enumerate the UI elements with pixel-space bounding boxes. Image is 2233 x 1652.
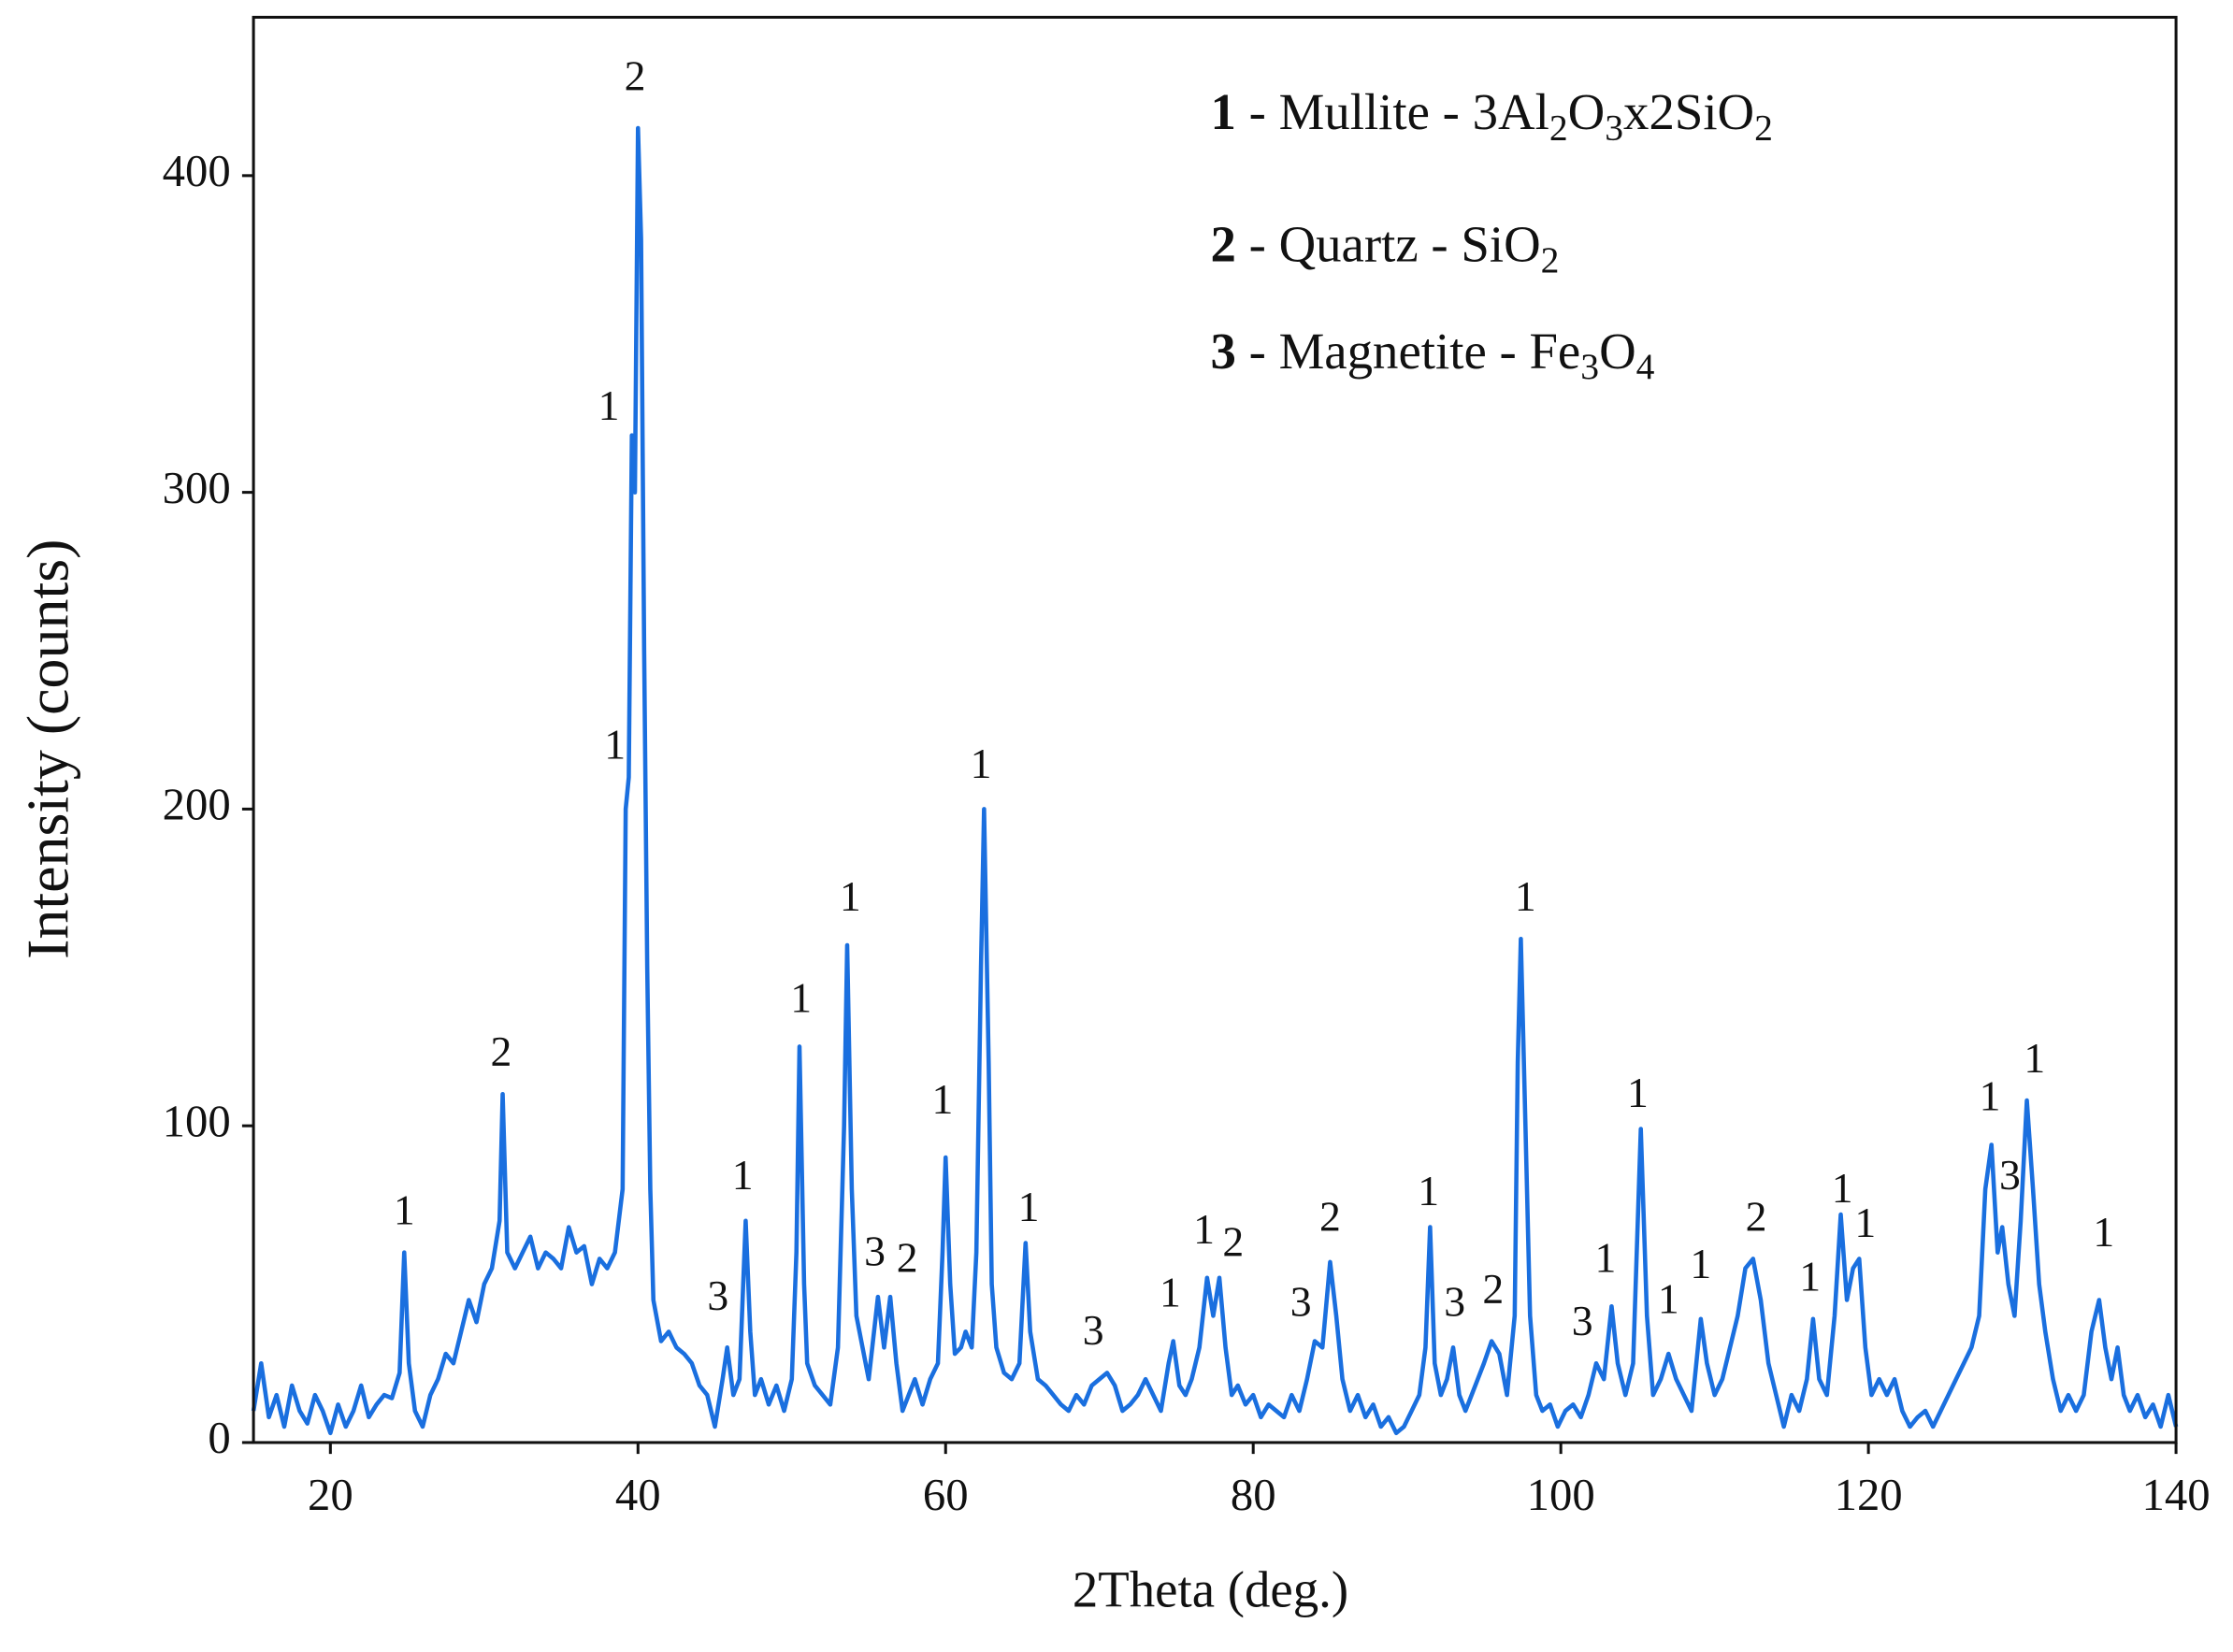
peak-label: 1 — [732, 1151, 754, 1199]
legend-formula-subscript: 2 — [1541, 239, 1560, 280]
peak-label: 1 — [1854, 1199, 1876, 1246]
peak-label: 1 — [2024, 1034, 2045, 1082]
peak-label: 1 — [604, 721, 626, 769]
peak-label: 1 — [971, 740, 992, 787]
peak-label: 1 — [1594, 1233, 1616, 1281]
peak-label: 2 — [625, 52, 646, 100]
legend-formula: SiO — [1461, 215, 1540, 272]
peak-label: 1 — [1193, 1205, 1215, 1253]
x-axis-label: 2Theta (deg.) — [1073, 1560, 1348, 1617]
peak-label: 1 — [598, 381, 620, 429]
peak-label: 1 — [1515, 872, 1536, 920]
peak-label: 1 — [1018, 1183, 1040, 1230]
legend-formula: x2SiO — [1623, 83, 1754, 140]
y-tick-label: 0 — [208, 1413, 230, 1463]
y-tick-label: 200 — [163, 780, 231, 830]
peak-label: 3 — [1083, 1306, 1104, 1354]
peak-label: 1 — [1418, 1167, 1439, 1214]
plot-frame — [252, 15, 2178, 1444]
peak-label: 2 — [1482, 1265, 1504, 1313]
peak-label: 3 — [707, 1271, 728, 1319]
peak-label: 3 — [1999, 1151, 2021, 1199]
peak-label: 1 — [932, 1075, 954, 1123]
peak-label: 2 — [1746, 1192, 1767, 1240]
peak-label: 2 — [1222, 1217, 1244, 1265]
legend-text: - Magnetite - — [1236, 323, 1530, 380]
x-tick-label: 80 — [1231, 1470, 1276, 1520]
peak-label: 1 — [1980, 1072, 2001, 1120]
x-tick-label: 100 — [1527, 1470, 1595, 1520]
legend-key: 2 — [1211, 215, 1236, 272]
peak-label: 3 — [864, 1228, 886, 1275]
y-axis-label: Intensity (counts) — [15, 539, 81, 959]
peak-label: 1 — [1658, 1274, 1679, 1322]
peak-label: 3 — [1572, 1297, 1593, 1344]
peak-label: 1 — [394, 1186, 415, 1234]
legend-entry: 2 - Quartz - SiO2 — [1211, 215, 1560, 280]
legend-formula: O — [1599, 323, 1636, 380]
peak-label: 1 — [790, 974, 812, 1022]
legend-key: 3 — [1211, 323, 1236, 380]
x-tick-label: 120 — [1835, 1470, 1903, 1520]
legend-formula-subscript: 2 — [1549, 107, 1568, 148]
legend-formula: 3Al — [1473, 83, 1549, 140]
peak-label: 1 — [1832, 1164, 1853, 1212]
x-tick-label: 20 — [308, 1470, 353, 1520]
legend-formula-subscript: 2 — [1754, 107, 1773, 148]
legend-formula-subscript: 4 — [1636, 346, 1655, 387]
peak-label: 3 — [1290, 1278, 1312, 1326]
peak-label: 1 — [1627, 1069, 1649, 1116]
peak-label: 2 — [1319, 1192, 1341, 1240]
legend-formula-subscript: 3 — [1580, 346, 1599, 387]
legend-entry: 1 - Mullite - 3Al2O3x2SiO2 — [1211, 83, 1773, 149]
legend-formula-subscript: 3 — [1605, 107, 1623, 148]
peak-label: 2 — [490, 1027, 511, 1075]
y-tick-label: 400 — [163, 146, 231, 196]
peak-label: 1 — [840, 872, 861, 920]
peak-label: 1 — [1690, 1240, 1711, 1287]
x-tick-label: 40 — [615, 1470, 661, 1520]
legend-text: - Quartz - — [1236, 215, 1461, 272]
x-tick-label: 140 — [2142, 1470, 2211, 1520]
y-tick-label: 300 — [163, 463, 231, 513]
peak-label: 1 — [2093, 1208, 2114, 1256]
legend-formula: O — [1568, 83, 1606, 140]
legend-text: - Mullite - — [1236, 83, 1473, 140]
y-tick-label: 100 — [163, 1096, 231, 1146]
peak-label: 1 — [1160, 1269, 1181, 1316]
x-tick-label: 60 — [923, 1470, 969, 1520]
legend-entry: 3 - Magnetite - Fe3O4 — [1211, 323, 1655, 388]
peak-label: 1 — [1799, 1253, 1821, 1300]
peak-label: 2 — [897, 1233, 918, 1281]
legend-key: 1 — [1211, 83, 1236, 140]
data-line — [251, 125, 2179, 1436]
peak-label: 3 — [1444, 1278, 1465, 1326]
legend-formula: Fe — [1529, 323, 1580, 380]
